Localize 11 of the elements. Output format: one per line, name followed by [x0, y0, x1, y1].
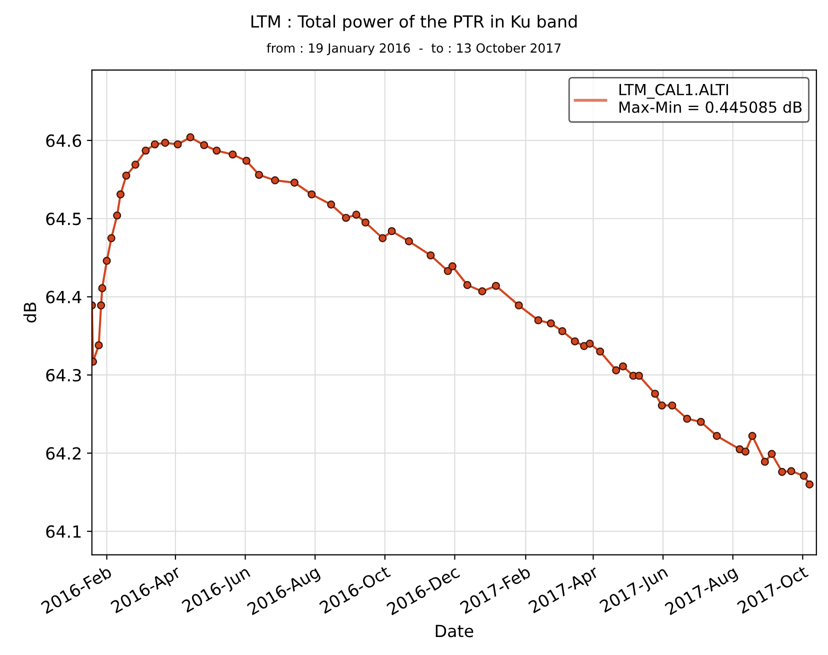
x-axis-title: Date: [436, 624, 474, 638]
y-tick-label: 64.3: [46, 368, 81, 382]
y-tick-label: 64.6: [46, 134, 82, 148]
y-tick-label: 64.2: [46, 447, 81, 460]
y-tick-label: 64.1: [46, 525, 81, 538]
chart-subtitle: from : 19 January 2016 - to : 13 October 2017: [266, 43, 560, 56]
legend-label: LTM_CAL1.ALTI Max-Min = 0.445085 dB: [620, 84, 802, 113]
y-tick-label: 64.4: [46, 290, 82, 304]
y-axis-title: dB: [23, 302, 36, 323]
y-tick-label: 64.5: [46, 212, 81, 226]
chart-title: LTM : Total power of the PTR in Ku band: [251, 14, 577, 31]
